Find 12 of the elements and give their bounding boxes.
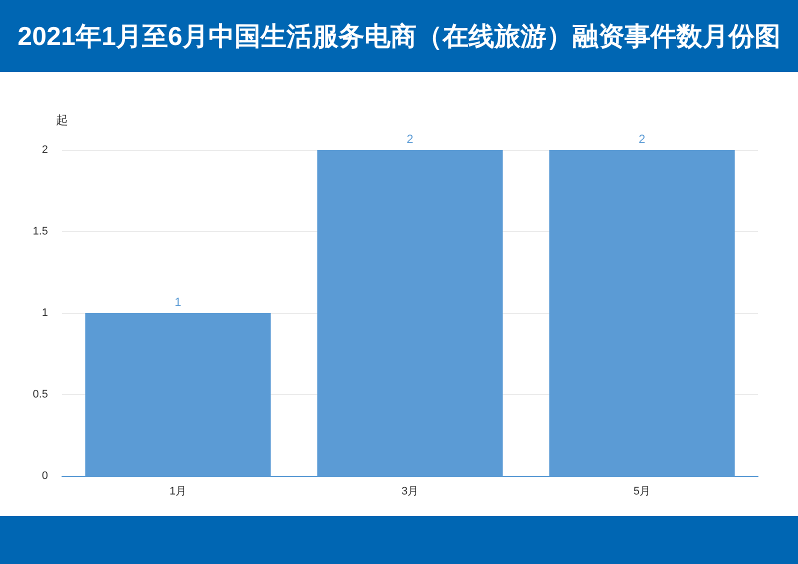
y-tick-label: 0	[42, 470, 48, 482]
y-tick-label: 1.5	[32, 226, 48, 238]
y-axis-title: 起	[56, 113, 68, 127]
y-tick-label: 0.5	[32, 388, 48, 400]
y-tick-label: 1	[42, 307, 48, 319]
x-tick-label: 3月	[401, 486, 419, 498]
data-label: 1	[174, 295, 182, 309]
y-tick-label: 2	[42, 144, 48, 156]
x-tick-label: 1月	[169, 486, 187, 498]
data-label: 2	[406, 132, 414, 146]
data-label: 2	[638, 132, 646, 146]
x-tick-label: 5月	[633, 486, 651, 498]
